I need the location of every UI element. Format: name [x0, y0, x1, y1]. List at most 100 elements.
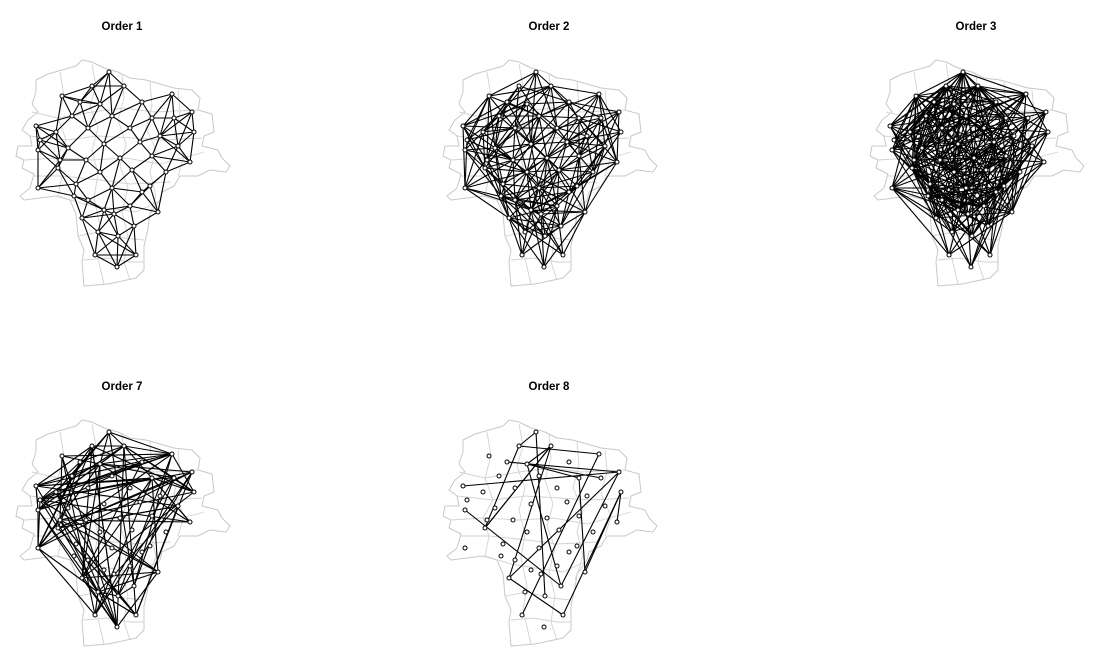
neighbor-link — [977, 85, 1027, 95]
neighbor-link — [983, 127, 1021, 173]
neighbor-link — [111, 157, 121, 189]
neighbor-link — [151, 477, 195, 493]
neighbor-link — [81, 445, 93, 579]
neighbor-link — [929, 141, 995, 185]
areal-unit-node — [533, 429, 539, 435]
areal-unit-node — [97, 529, 103, 535]
neighbor-link — [94, 254, 118, 268]
areal-unit-node — [109, 545, 115, 551]
areal-unit-node — [131, 223, 137, 229]
areal-unit-node — [538, 571, 544, 577]
areal-unit-node — [33, 483, 39, 489]
areal-unit-node — [97, 101, 103, 107]
node-group — [887, 69, 1051, 270]
neighbor-link — [67, 127, 89, 149]
areal-unit-node — [59, 93, 65, 99]
areal-unit-node — [618, 489, 624, 495]
neighbor-link — [464, 131, 484, 189]
neighbor-link — [508, 217, 564, 256]
neighbor-link — [508, 217, 546, 237]
areal-unit-node — [1011, 133, 1017, 139]
areal-unit-node — [133, 252, 139, 258]
neighbor-link — [592, 131, 622, 173]
areal-unit-node — [139, 549, 145, 555]
areal-unit-node — [114, 624, 120, 630]
areal-unit-node — [157, 133, 163, 139]
neighbor-link — [941, 71, 964, 129]
panel-title-order-8: Order 8 — [529, 381, 571, 393]
neighbor-link — [37, 445, 125, 511]
neighbor-link — [177, 131, 195, 147]
areal-unit-node — [602, 143, 608, 149]
neighbor-link — [103, 115, 113, 145]
neighbor-link — [921, 127, 985, 149]
areal-unit-node — [464, 497, 470, 503]
areal-unit-node — [462, 545, 468, 551]
areal-unit-node — [542, 593, 548, 599]
neighbor-link — [123, 445, 173, 455]
neighbor-link — [891, 95, 917, 189]
neighbor-link — [927, 191, 997, 197]
areal-unit-node — [554, 125, 560, 131]
neighbor-link — [103, 205, 131, 211]
neighbor-link — [488, 85, 552, 97]
areal-unit-node — [484, 517, 490, 523]
neighbor-link — [79, 445, 125, 463]
neighbor-link — [566, 101, 570, 143]
neighbor-link — [566, 93, 600, 143]
neighbor-link — [37, 131, 57, 151]
neighbor-link — [464, 139, 468, 189]
district-boundary — [34, 175, 171, 185]
neighbor-link — [113, 213, 119, 237]
neighbor-link — [79, 85, 93, 103]
node-group — [33, 69, 197, 270]
panel-title-order-7: Order 7 — [102, 381, 143, 393]
neighbor-link — [989, 185, 1005, 256]
areal-unit-node — [528, 567, 534, 573]
neighbor-link — [941, 185, 1005, 201]
neighbor-link — [171, 93, 175, 119]
neighbor-link — [97, 505, 179, 593]
neighbor-link — [915, 95, 967, 117]
neighbor-link — [129, 185, 151, 207]
neighbor-link — [566, 117, 602, 143]
neighbor-link — [977, 85, 985, 129]
areal-unit-node — [79, 215, 85, 221]
areal-unit-node — [584, 133, 590, 139]
neighbor-link — [484, 445, 552, 529]
neighbor-link — [37, 159, 61, 189]
neighbor-link — [39, 139, 69, 149]
areal-unit-node — [975, 83, 981, 89]
areal-unit-node — [939, 125, 945, 131]
areal-unit-node — [582, 209, 588, 215]
neighbor-link — [37, 149, 59, 169]
areal-unit-node — [981, 203, 987, 209]
neighbor-link — [37, 547, 96, 616]
neighbor-link — [566, 131, 622, 143]
areal-unit-node — [169, 451, 175, 457]
neighbor-link — [989, 191, 997, 256]
neighbor-link — [941, 171, 1021, 201]
neighbor-link — [99, 431, 110, 465]
areal-unit-node — [519, 612, 525, 618]
neighbor-link — [540, 211, 586, 215]
areal-unit-node — [536, 113, 542, 119]
areal-unit-node — [187, 159, 193, 165]
neighbor-link — [113, 213, 135, 227]
neighbor-link — [521, 213, 542, 256]
neighbor-link — [159, 117, 175, 137]
neighbor-link — [139, 135, 161, 143]
neighbor-link — [891, 187, 953, 233]
neighbor-link — [945, 85, 967, 117]
neighbor-link — [71, 103, 101, 117]
neighbor-link — [177, 111, 193, 147]
areal-unit-node — [566, 189, 572, 195]
areal-unit-node — [960, 69, 966, 75]
areal-unit-node — [951, 101, 957, 107]
areal-unit-node — [968, 264, 974, 270]
neighbor-link — [103, 127, 131, 145]
areal-unit-node — [937, 157, 943, 163]
neighbor-link — [500, 171, 528, 197]
neighbor-link — [81, 461, 143, 579]
neighbor-link — [99, 463, 193, 473]
